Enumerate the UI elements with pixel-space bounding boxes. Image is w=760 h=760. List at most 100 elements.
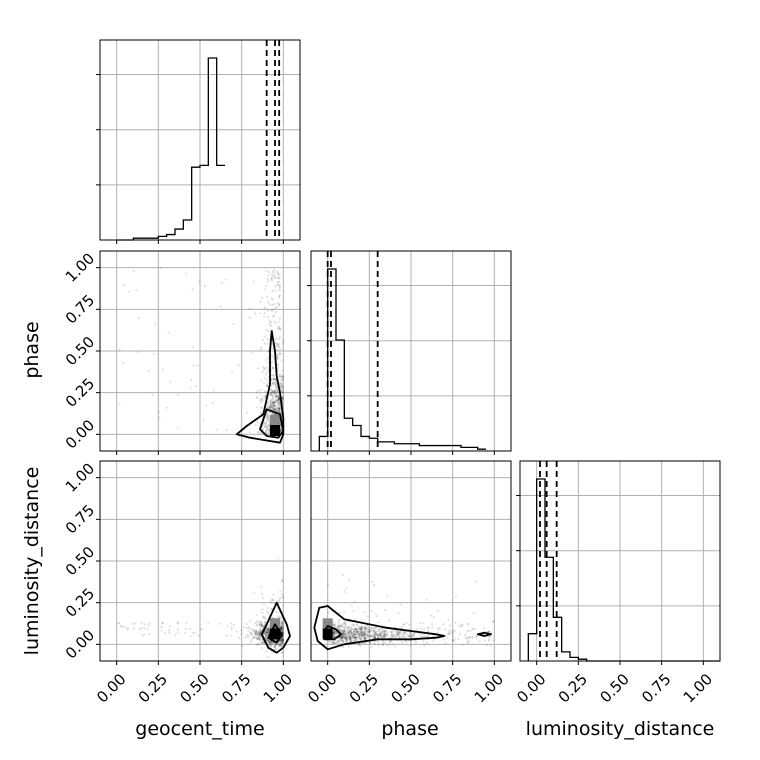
sample-point — [142, 626, 146, 629]
sample-point — [357, 627, 360, 631]
sample-point — [266, 631, 270, 635]
scatter-phase-vs-luminosity-distance — [313, 573, 495, 651]
sample-point — [278, 644, 281, 647]
sample-point — [278, 317, 282, 320]
sample-point — [279, 644, 283, 648]
sample-point — [468, 636, 471, 639]
sample-point — [271, 397, 275, 400]
sample-point — [383, 631, 386, 634]
sample-point — [261, 370, 264, 374]
sample-point — [352, 639, 355, 642]
sample-point — [404, 631, 407, 634]
sample-point — [281, 395, 284, 398]
sample-point — [358, 633, 362, 637]
contour-phase-vs-luminosity-distance-0 — [313, 605, 446, 651]
sample-point — [281, 641, 284, 644]
x-axis-title-phase: phase — [381, 718, 438, 740]
sample-point — [264, 650, 268, 653]
x-tick-label-phase-1: 0.25 — [346, 670, 382, 706]
sample-point — [174, 634, 177, 637]
sample-point — [255, 643, 258, 646]
sample-point — [363, 625, 366, 629]
sample-point — [359, 635, 362, 638]
sample-point — [273, 390, 276, 394]
sample-point — [279, 626, 282, 629]
sample-point — [344, 635, 347, 638]
sample-point — [354, 639, 358, 642]
sample-point — [281, 638, 285, 641]
sample-point — [176, 621, 179, 624]
sample-point — [356, 630, 359, 634]
sample-point — [273, 395, 277, 398]
sample-point — [358, 638, 362, 641]
sample-point — [261, 365, 265, 369]
sample-point — [368, 631, 372, 635]
sample-point — [372, 630, 375, 633]
sample-point — [271, 405, 274, 409]
sample-point — [389, 640, 392, 643]
sample-point — [253, 591, 256, 595]
sample-point — [276, 557, 280, 560]
sample-point — [281, 369, 284, 372]
sample-point — [264, 396, 267, 399]
sample-point — [377, 644, 381, 647]
sample-point — [343, 631, 346, 634]
sample-point — [282, 640, 285, 643]
sample-point — [260, 585, 263, 589]
sample-point — [332, 640, 335, 643]
sample-point — [419, 621, 422, 625]
sample-point — [402, 623, 405, 626]
sample-point — [333, 631, 336, 634]
sample-point — [346, 637, 349, 640]
sample-point — [267, 432, 270, 435]
sample-point — [264, 632, 267, 635]
sample-point — [272, 367, 275, 370]
sample-point — [410, 633, 413, 636]
sample-point — [378, 634, 381, 637]
sample-point — [274, 391, 277, 394]
sample-point — [272, 314, 276, 317]
sample-point — [467, 622, 470, 625]
sample-point — [272, 384, 275, 387]
sample-point — [352, 632, 355, 636]
sample-point — [272, 268, 276, 272]
sample-point — [265, 428, 268, 431]
sample-point — [373, 642, 377, 645]
sample-point — [353, 635, 356, 638]
sample-point — [348, 631, 352, 635]
density-high-geocent-time-vs-phase — [270, 415, 280, 425]
sample-point — [260, 398, 263, 401]
sample-point — [277, 642, 280, 645]
sample-point — [351, 632, 354, 635]
sample-point — [363, 611, 366, 614]
sample-point — [430, 622, 434, 626]
sample-point — [368, 637, 372, 640]
sample-point — [274, 409, 277, 412]
sample-point — [274, 407, 278, 410]
sample-point — [426, 634, 429, 638]
sample-point — [278, 294, 282, 297]
sample-point — [337, 624, 340, 627]
sample-point — [281, 629, 284, 632]
sample-point — [275, 344, 278, 348]
sample-point — [357, 636, 360, 639]
sample-point — [146, 627, 149, 630]
sample-point — [158, 416, 161, 419]
sample-point — [244, 636, 247, 639]
sample-point — [375, 634, 378, 637]
sample-point — [409, 644, 413, 647]
sample-point — [347, 628, 350, 631]
sample-point — [265, 631, 268, 634]
density-high-phase-vs-luminosity-distance — [322, 618, 333, 629]
sample-point — [373, 636, 376, 639]
sample-point — [276, 409, 279, 412]
sample-point — [281, 391, 284, 394]
sample-point — [271, 408, 275, 412]
sample-point — [344, 633, 347, 636]
sample-point — [343, 630, 346, 633]
sample-point — [374, 632, 377, 635]
sample-point — [277, 409, 280, 412]
sample-point — [203, 285, 207, 288]
x-tick-label-phase-4: 1.00 — [471, 670, 507, 706]
histogram-phase — [318, 268, 486, 451]
